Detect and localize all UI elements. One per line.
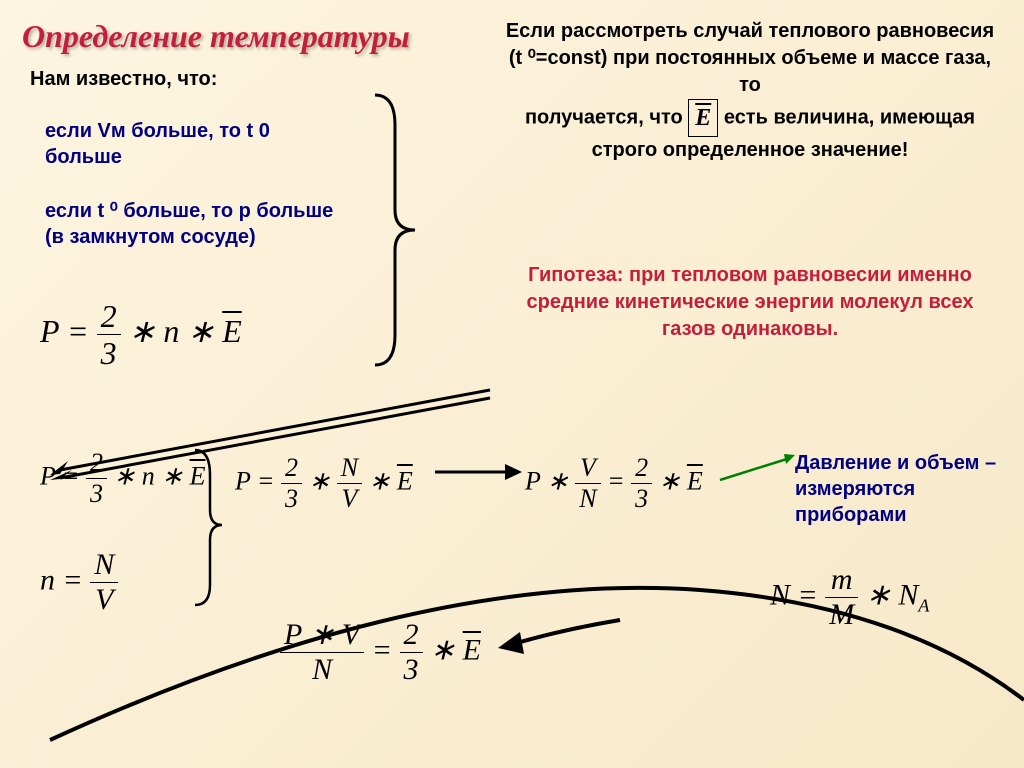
eq-b1-lhs: P	[40, 461, 55, 490]
eq-b4-f1d: N	[575, 483, 600, 512]
arrow-eq3-eq4	[435, 464, 522, 480]
eq-b2-lhs: n	[40, 563, 55, 596]
eq-b3-f2n: N	[337, 455, 362, 483]
eq-main-num: 2	[97, 300, 121, 334]
known-label: Нам известно, что:	[30, 68, 217, 91]
right-explanation: Если рассмотреть случай теплового равнов…	[500, 18, 1000, 164]
e-bar-box: E	[688, 99, 718, 137]
right-line1: Если рассмотреть случай теплового равнов…	[506, 20, 994, 42]
pressure-volume-note: Давление и объем – измеряются приборами	[795, 450, 1015, 528]
right-line3a: получается, что	[525, 106, 688, 128]
eq-b4-f2d: 3	[631, 483, 652, 512]
eq-b4-f1n: V	[575, 455, 600, 483]
statement-1: если Vм больше, то t 0 больше	[45, 118, 345, 170]
eq-b3-f2d: V	[337, 483, 362, 512]
eq-b3-f1d: 3	[281, 483, 302, 512]
statement-2-line1: если t ⁰ больше, то p больше	[45, 200, 333, 222]
equation-b5: P ∗ VN = 23 ∗ E	[280, 620, 481, 685]
hypothesis-text: Гипотеза: при тепловом равновесии именно…	[520, 262, 980, 343]
statement-2-line2: (в замкнутом сосуде)	[45, 226, 256, 248]
eq-main-n: n	[163, 313, 179, 349]
eq-b5-f2n: 2	[400, 620, 423, 652]
equation-b6: N = mM ∗ NA	[770, 565, 929, 630]
eq-b5-f1d: N	[280, 652, 364, 685]
eq-b1-E: E	[190, 461, 206, 490]
eq-b1-den: 3	[86, 478, 107, 507]
eq-b6-f1d: M	[825, 597, 858, 630]
arrow-to-eq5	[498, 620, 620, 654]
eq-b3-lhs: P	[235, 466, 250, 495]
eq-main-lhs: P	[40, 313, 59, 349]
eq-b5-f1n: P ∗ V	[280, 620, 364, 652]
eq-b6-rhs: N	[898, 578, 918, 611]
eq-b1-num: 2	[86, 450, 107, 478]
eq-b5-f2d: 3	[400, 652, 423, 685]
equation-b2: n = NV	[40, 550, 118, 615]
equation-main: P = 23 ∗ n ∗ E	[40, 300, 242, 369]
equation-b1: P = 23 ∗ n ∗ E	[40, 450, 205, 507]
eq-main-E: E	[222, 313, 242, 349]
right-line2: (t ⁰=const) при постоянных объеме и масс…	[509, 47, 991, 96]
eq-b6-f1n: m	[825, 565, 858, 597]
equation-b4: P ∗ VN = 23 ∗ E	[525, 455, 703, 512]
statement-2: если t ⁰ больше, то p больше (в замкнуто…	[45, 198, 345, 250]
eq-b4-f2n: 2	[631, 455, 652, 483]
eq-b4-lhs: P	[525, 466, 540, 495]
eq-b6-sub: A	[918, 595, 929, 615]
eq-b5-E: E	[463, 633, 481, 666]
slide-title: Определение температуры	[22, 18, 410, 55]
eq-b4-E: E	[687, 466, 703, 495]
eq-b2-den: V	[90, 582, 118, 615]
eq-b6-lhs: N	[770, 578, 790, 611]
eq-b3-f1n: 2	[281, 455, 302, 483]
green-arrow	[720, 454, 795, 480]
eq-b3-E: E	[397, 466, 413, 495]
equation-b3: P = 23 ∗ NV ∗ E	[235, 455, 413, 512]
brace-left-big	[375, 95, 415, 365]
eq-b2-num: N	[90, 550, 118, 582]
eq-main-den: 3	[97, 334, 121, 369]
eq-b1-n: n	[142, 461, 155, 490]
